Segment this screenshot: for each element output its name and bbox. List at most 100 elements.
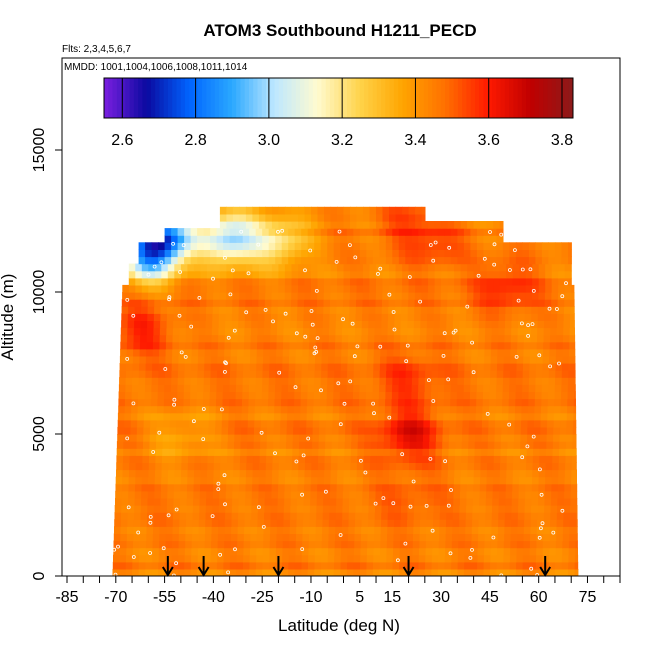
- heat-cell: [544, 320, 552, 329]
- heat-cell: [212, 313, 220, 321]
- heat-cell: [119, 561, 127, 570]
- heat-cell: [366, 554, 374, 563]
- sample-point: [428, 456, 433, 461]
- heat-cell: [499, 221, 504, 229]
- heat-cell: [244, 320, 252, 329]
- heat-cell: [153, 505, 161, 513]
- heat-cell: [284, 497, 292, 506]
- heat-cell: [301, 242, 309, 250]
- heat-cell: [113, 547, 121, 556]
- heat-cell: [556, 526, 564, 534]
- heat-cell: [491, 519, 499, 527]
- heat-cell: [234, 419, 242, 428]
- heat-cell: [240, 434, 248, 442]
- heat-cell: [520, 441, 528, 449]
- heat-cell: [437, 377, 445, 385]
- heat-cell: [129, 469, 137, 478]
- heat-cell: [463, 377, 471, 385]
- heat-cell: [345, 419, 353, 428]
- heat-cell: [445, 547, 453, 556]
- heat-cell: [510, 348, 518, 357]
- heat-cell: [417, 391, 425, 400]
- sample-point: [499, 573, 504, 576]
- heat-cell: [438, 370, 446, 378]
- heat-cell: [392, 384, 400, 392]
- heat-cell: [235, 405, 243, 414]
- heat-cell: [121, 490, 129, 499]
- heat-cell: [238, 490, 246, 499]
- heat-cell: [508, 405, 516, 414]
- heat-cell: [271, 497, 279, 506]
- heat-cell: [535, 370, 543, 378]
- heat-cell: [138, 568, 146, 576]
- heat-cell: [259, 455, 267, 463]
- heat-cell: [425, 348, 433, 357]
- heat-cell: [424, 384, 432, 392]
- heat-cell: [189, 412, 197, 421]
- heat-cell: [132, 561, 140, 570]
- heat-cell: [343, 277, 351, 286]
- heat-cell: [362, 313, 370, 321]
- heat-cell: [165, 363, 173, 371]
- heat-cell: [484, 341, 492, 350]
- heat-cell: [434, 469, 442, 478]
- heat-cell: [289, 526, 297, 534]
- heat-cell: [572, 426, 577, 435]
- heat-cell: [276, 348, 284, 357]
- heat-cell: [407, 505, 415, 513]
- heat-cell: [335, 320, 343, 329]
- heat-cell: [457, 384, 465, 392]
- heat-cell: [256, 540, 264, 549]
- heat-cell: [433, 512, 441, 520]
- heat-cell: [372, 377, 380, 385]
- heat-cell: [421, 483, 429, 492]
- heat-cell: [369, 483, 377, 492]
- heat-cell: [558, 455, 566, 463]
- heat-cell: [371, 405, 379, 414]
- heat-cell: [122, 469, 130, 478]
- heat-cell: [492, 497, 500, 506]
- heat-cell: [320, 377, 328, 385]
- heat-cell: [164, 370, 172, 378]
- heat-cell: [213, 284, 221, 293]
- heat-cell: [511, 327, 519, 336]
- heat-cell: [371, 412, 379, 421]
- profile-arrow-head: [197, 566, 210, 577]
- heat-cell: [140, 334, 148, 343]
- heat-cell: [431, 228, 439, 236]
- heat-cell: [496, 249, 504, 258]
- heat-cell: [385, 235, 393, 243]
- heat-cell: [200, 292, 208, 300]
- heat-cell: [357, 441, 365, 449]
- heat-cell: [286, 434, 294, 442]
- heat-cell: [351, 426, 359, 435]
- heat-cell: [529, 370, 537, 378]
- heat-cell: [280, 426, 288, 435]
- heat-cell: [289, 533, 297, 542]
- heat-cell: [459, 320, 467, 329]
- heat-cell: [362, 476, 370, 485]
- heat-cell: [473, 270, 481, 279]
- heat-cell: [396, 462, 404, 471]
- heat-cell: [531, 299, 539, 307]
- heat-cell: [438, 540, 446, 549]
- heat-cell: [135, 263, 143, 272]
- heat-cell: [168, 448, 176, 456]
- heat-cell: [181, 455, 189, 463]
- heat-cell: [489, 235, 497, 243]
- heat-cell: [219, 483, 227, 492]
- heat-cell: [336, 292, 344, 300]
- heat-cell: [427, 313, 435, 321]
- heat-cell: [318, 434, 326, 442]
- heat-cell: [386, 547, 394, 556]
- heat-cell: [532, 270, 540, 279]
- heat-cell: [467, 455, 475, 463]
- heat-cell: [187, 270, 195, 279]
- heat-cell: [388, 299, 396, 307]
- heat-cell: [454, 284, 462, 293]
- heat-cell: [324, 270, 332, 279]
- heat-cell: [243, 363, 251, 371]
- heat-cell: [217, 547, 225, 556]
- heat-cell: [409, 434, 417, 442]
- heat-cell: [288, 256, 296, 265]
